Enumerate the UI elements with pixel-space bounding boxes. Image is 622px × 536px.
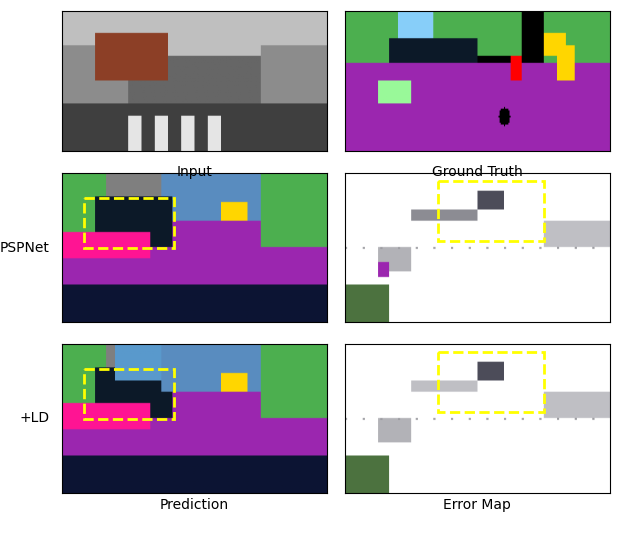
Bar [84, 198, 174, 249]
Text: Prediction: Prediction [160, 498, 229, 512]
Text: +LD: +LD [20, 412, 50, 426]
Text: Error Map: Error Map [443, 498, 511, 512]
Text: Ground Truth: Ground Truth [432, 165, 522, 179]
Bar [439, 352, 544, 412]
Text: Input: Input [177, 165, 212, 179]
Bar [439, 181, 544, 241]
Bar [84, 369, 174, 419]
Text: PSPNet: PSPNet [0, 241, 50, 255]
